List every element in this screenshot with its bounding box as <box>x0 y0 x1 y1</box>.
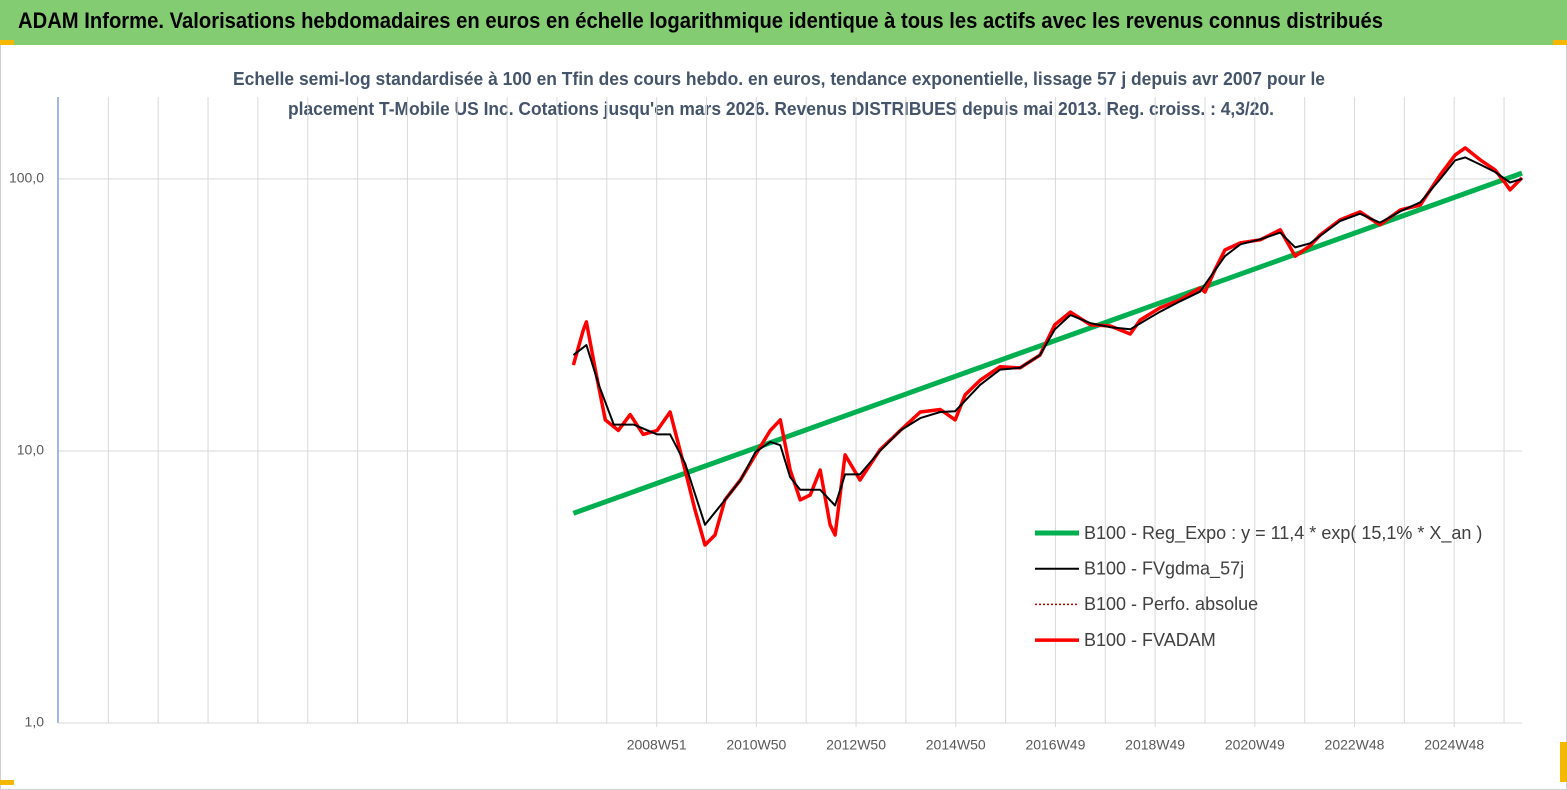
chart-title: ADAM Informe. Valorisations hebdomadaire… <box>18 8 1383 33</box>
chart-subtitle: Echelle semi-log standardisée à 100 en T… <box>233 69 1325 89</box>
y-tick-label: 1,0 <box>25 714 45 730</box>
y-tick-label: 100,0 <box>9 170 44 186</box>
corner-mark <box>1560 742 1567 782</box>
corner-mark <box>0 40 14 45</box>
x-tick-label: 2012W50 <box>826 737 886 753</box>
series-line <box>572 156 1523 526</box>
x-tick-label: 2010W50 <box>726 737 786 753</box>
chart-subtitle: placement T-Mobile US Inc. Cotations jus… <box>288 99 1274 119</box>
title-bar <box>0 0 1567 45</box>
x-tick-label: 2022W48 <box>1325 737 1385 753</box>
corner-mark <box>0 780 14 785</box>
legend-label: B100 - FVgdma_57j <box>1084 558 1244 579</box>
x-tick-label: 2024W48 <box>1424 737 1484 753</box>
x-tick-label: 2018W49 <box>1125 737 1185 753</box>
x-tick-label: 2008W51 <box>627 737 687 753</box>
legend-label: B100 - Reg_Expo : y = 11,4 * exp( 15,1% … <box>1084 523 1482 544</box>
y-tick-label: 10,0 <box>17 442 44 458</box>
plot-area: 1,0 10,0 100,0 2008W51 2010W50 2012W50 2014W50… <box>9 97 1524 753</box>
series-line <box>571 146 1524 547</box>
x-tick-label: 2016W49 <box>1025 737 1085 753</box>
x-tick-label: 2014W50 <box>926 737 986 753</box>
legend-label: B100 - Perfo. absolue <box>1084 594 1258 614</box>
legend-label: B100 - FVADAM <box>1084 630 1216 650</box>
corner-mark <box>1553 40 1567 45</box>
x-tick-label: 2020W49 <box>1225 737 1285 753</box>
